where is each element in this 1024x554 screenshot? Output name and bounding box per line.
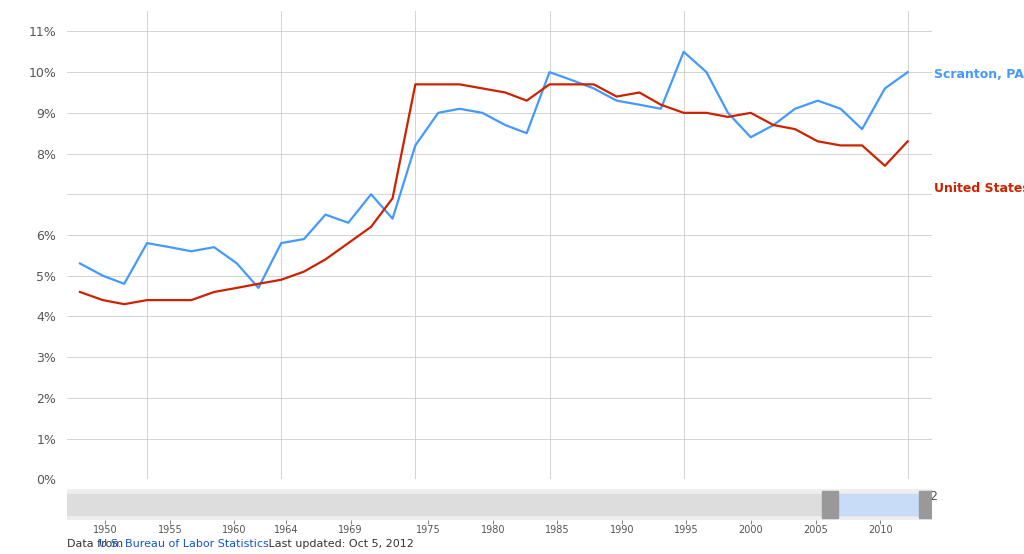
Text: Last updated: Oct 5, 2012: Last updated: Oct 5, 2012 (258, 540, 414, 550)
Text: United States: United States (935, 182, 1024, 196)
Text: Scranton, PA: Scranton, PA (935, 68, 1024, 81)
Text: Data from: Data from (67, 540, 126, 550)
Bar (67, 494, 932, 515)
Bar (828, 494, 919, 515)
Text: U.S. Bureau of Labor Statistics: U.S. Bureau of Labor Statistics (99, 540, 269, 550)
Bar (822, 491, 838, 518)
Bar (919, 491, 935, 518)
